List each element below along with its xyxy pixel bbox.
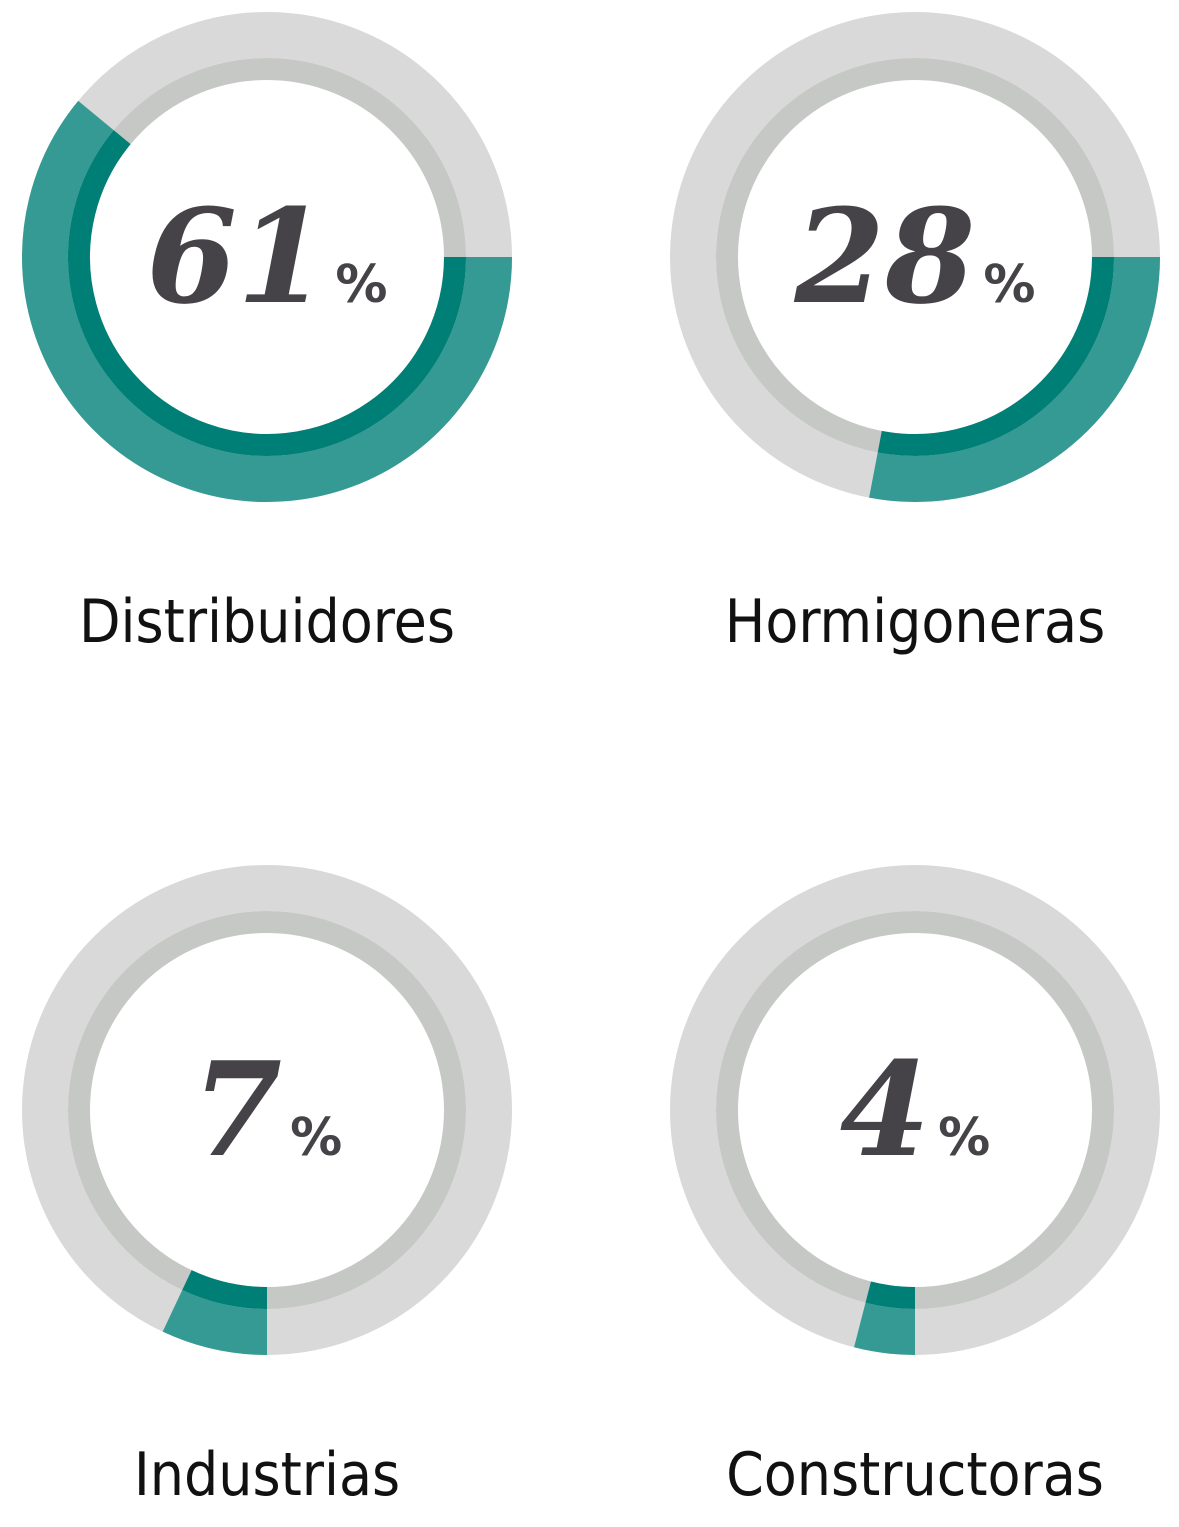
- category-label: Industrias: [134, 1440, 400, 1510]
- inner-arc: [865, 1281, 916, 1309]
- donut: 28 % Hormigoneras: [670, 12, 1160, 657]
- inner-arc: [877, 256, 1114, 456]
- value-number: 61: [146, 180, 327, 333]
- donut: 4 % Constructoras: [670, 865, 1160, 1510]
- value-number: 28: [793, 180, 975, 333]
- value-text: 4%: [840, 1033, 991, 1186]
- arc: [162, 1289, 268, 1355]
- value-unit: %: [290, 1108, 342, 1168]
- arc: [22, 100, 512, 502]
- value-number: 7: [192, 1033, 282, 1186]
- donut: 61 % Distribuidores: [22, 12, 512, 657]
- value-unit: %: [983, 255, 1035, 315]
- inner-arc: [182, 1270, 268, 1309]
- arc: [869, 256, 1160, 502]
- arc: [854, 1302, 916, 1355]
- value-text: 28%: [793, 180, 1035, 333]
- value-unit: %: [335, 255, 387, 315]
- value-number: 4: [840, 1033, 930, 1186]
- value-unit: %: [938, 1108, 990, 1168]
- inner-arc: [68, 130, 466, 456]
- value-text: 61%: [146, 180, 387, 333]
- category-label: Constructoras: [726, 1440, 1104, 1510]
- donut: 7 % Industrias: [22, 865, 512, 1510]
- category-label: Distribuidores: [79, 587, 455, 657]
- value-text: 7%: [192, 1033, 343, 1186]
- category-label: Hormigoneras: [725, 587, 1105, 657]
